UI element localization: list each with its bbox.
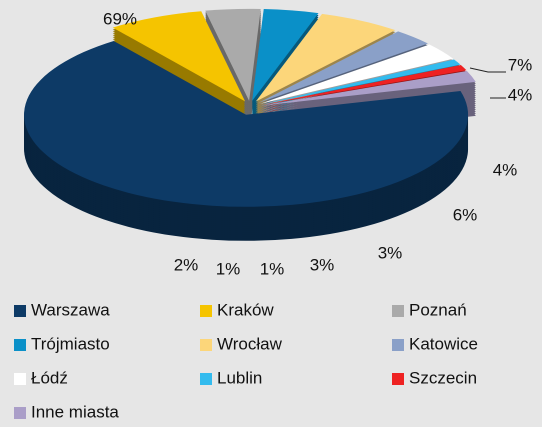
legend-swatch	[200, 373, 212, 385]
data-label: 6%	[453, 205, 478, 224]
leader-line	[469, 67, 506, 73]
data-label: 1%	[260, 259, 285, 278]
legend-swatch	[392, 339, 404, 351]
slice-top	[258, 31, 428, 103]
data-label: 3%	[378, 243, 403, 262]
legend-swatch	[392, 305, 404, 317]
legend-label: Trójmiasto	[31, 334, 110, 353]
legend-label: Katowice	[409, 334, 478, 353]
legend-label: Inne miasta	[31, 402, 119, 421]
data-label: 4%	[508, 85, 533, 104]
legend-label: Szczecin	[409, 368, 477, 387]
legend-label: Poznań	[409, 300, 467, 319]
data-label: 3%	[310, 255, 335, 274]
legend-label: Wrocław	[217, 334, 283, 353]
slice-top	[261, 70, 476, 106]
slice-top	[255, 13, 396, 102]
legend-swatch	[14, 339, 26, 351]
slice	[24, 40, 469, 241]
data-label: 2%	[174, 255, 199, 274]
slice-top	[112, 11, 246, 102]
data-label: 4%	[493, 160, 518, 179]
data-label: 1%	[216, 259, 241, 278]
slice-top	[205, 8, 261, 101]
data-label: 69%	[103, 9, 137, 28]
data-label: 7%	[508, 55, 533, 74]
slice-top	[259, 44, 454, 104]
slice-top	[260, 65, 467, 106]
legend-label: Kraków	[217, 300, 274, 319]
legend-swatch	[14, 305, 26, 317]
legend-swatch	[200, 339, 212, 351]
slice-top	[24, 40, 469, 207]
legend-swatch	[200, 305, 212, 317]
legend-swatch	[14, 407, 26, 419]
legend-label: Lublin	[217, 368, 262, 387]
legend-swatch	[14, 373, 26, 385]
legend-label: Warszawa	[31, 300, 110, 319]
slice-top	[252, 9, 319, 101]
legend-label: Łódź	[31, 368, 68, 387]
legend-swatch	[392, 373, 404, 385]
slice-top	[260, 59, 461, 105]
